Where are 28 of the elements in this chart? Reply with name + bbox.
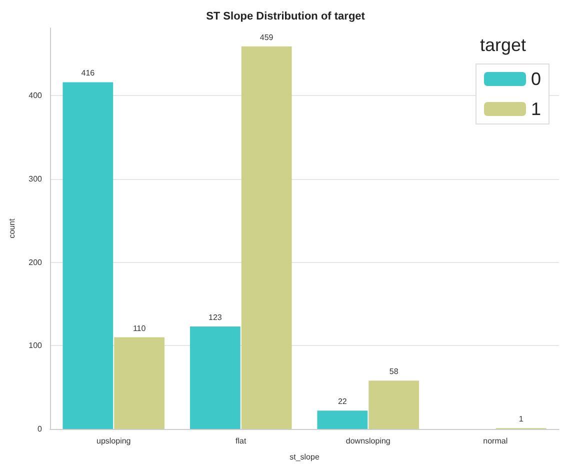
bar [190,326,240,429]
x-tick-label: downsloping [346,436,390,446]
legend-title: target [480,35,526,55]
data-label: 22 [338,397,348,406]
data-label: 1 [518,414,524,424]
x-tick-label: upsloping [96,436,131,446]
chart-title: ST Slope Distribution of target [206,10,366,22]
bar [241,46,292,429]
y-axis-title: count [8,218,16,238]
bar [368,380,420,429]
y-tick-label: 0 [38,424,43,434]
data-label: 123 [208,312,222,322]
data-label: 58 [389,367,399,376]
legend-label: 1 [530,99,542,119]
x-tick-label: flat [236,436,247,446]
data-label: 110 [132,324,146,333]
y-tick-label: 300 [28,174,43,184]
legend-label: 0 [530,69,542,89]
bar [62,82,114,429]
x-axis-title: st_slope [290,452,320,462]
y-tick-label: 100 [28,341,43,350]
y-tick-label: 200 [28,258,43,267]
data-label: 416 [81,68,96,78]
data-label: 459 [260,32,274,42]
bar [114,337,165,429]
x-tick-label: normal [483,436,508,446]
y-tick-label: 400 [28,91,43,100]
bar [317,410,368,429]
